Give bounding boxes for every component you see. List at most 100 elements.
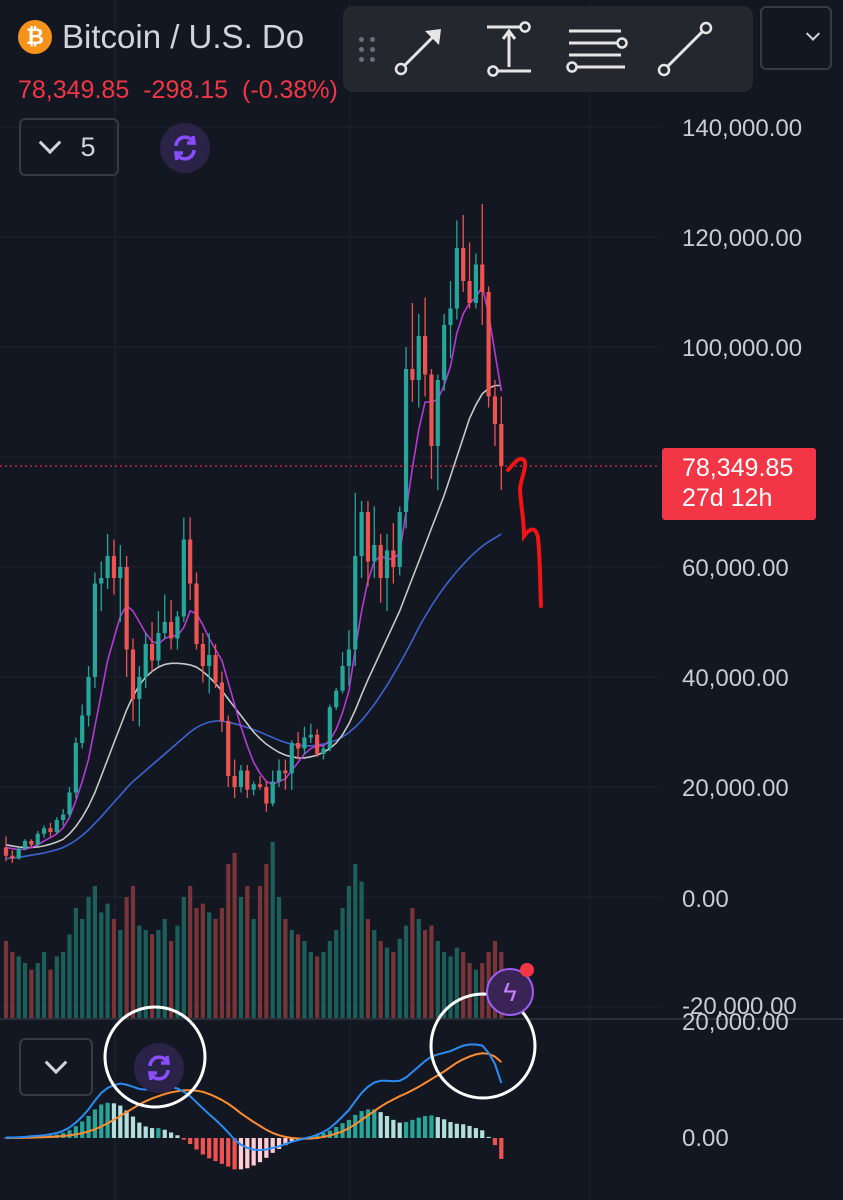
price-axis-label: 120,000.00 bbox=[682, 225, 802, 252]
macd-histogram-bar bbox=[67, 1130, 72, 1138]
candle-body bbox=[442, 325, 447, 380]
macd-histogram-bar bbox=[492, 1138, 498, 1146]
candle-body bbox=[391, 550, 396, 567]
candle-body bbox=[130, 649, 136, 699]
macd-histogram-bar bbox=[251, 1138, 256, 1166]
macd-histogram-bar bbox=[359, 1111, 364, 1138]
candle-body bbox=[296, 743, 301, 749]
candle-body bbox=[302, 737, 307, 749]
volume-bar bbox=[346, 886, 351, 1018]
macd-histogram-bar bbox=[429, 1115, 434, 1138]
volume-bar bbox=[156, 930, 161, 1018]
macd-histogram-bar bbox=[188, 1138, 193, 1145]
macd-histogram-bar bbox=[169, 1132, 174, 1138]
macd-histogram-bar bbox=[378, 1112, 383, 1138]
macd-histogram-bar bbox=[461, 1124, 466, 1138]
drag-handle-icon[interactable] bbox=[359, 36, 377, 62]
volume-bar bbox=[257, 886, 263, 1018]
macd-histogram-bar bbox=[124, 1110, 129, 1138]
macd-line bbox=[6, 1043, 503, 1152]
candle-body bbox=[327, 707, 332, 749]
candle-body bbox=[137, 677, 142, 699]
candle-body bbox=[499, 424, 504, 467]
macd-histogram-bar bbox=[365, 1109, 371, 1138]
candle-body bbox=[149, 644, 155, 661]
volume-bar bbox=[67, 934, 72, 1018]
indicator-count: 5 bbox=[80, 131, 96, 162]
macd-collapse-button[interactable] bbox=[19, 1038, 93, 1096]
volume-bar bbox=[315, 956, 320, 1018]
volume-bar bbox=[442, 952, 447, 1018]
price-summary: 78,349.85 -298.15 (-0.38%) bbox=[18, 76, 352, 105]
volume-bar bbox=[99, 912, 104, 1018]
volume-bar bbox=[73, 908, 78, 1018]
volume-bar bbox=[264, 864, 269, 1018]
drawing-toolbar[interactable] bbox=[343, 6, 753, 92]
macd-refresh-icon[interactable] bbox=[134, 1043, 184, 1093]
parallel-lines-tool-icon[interactable] bbox=[553, 14, 641, 84]
candle-body bbox=[384, 550, 390, 578]
macd-histogram-bar bbox=[245, 1138, 250, 1169]
volume-bar bbox=[461, 952, 466, 1018]
volume-bar bbox=[48, 969, 53, 1018]
volume-bar bbox=[10, 952, 15, 1018]
volume-bar bbox=[207, 912, 212, 1018]
symbol-header[interactable]: ₿ Bitcoin / U.S. Do bbox=[18, 18, 304, 56]
volume-bar bbox=[378, 941, 383, 1018]
candle-body bbox=[423, 336, 428, 375]
macd-histogram-bar bbox=[334, 1127, 339, 1138]
timeframe-dropdown[interactable] bbox=[760, 6, 832, 70]
refresh-icon[interactable] bbox=[160, 123, 210, 173]
candle-body bbox=[61, 814, 66, 820]
volume-bar bbox=[111, 919, 117, 1018]
indicators-toggle-button[interactable]: 5 bbox=[19, 118, 119, 176]
volume-bar bbox=[480, 963, 485, 1018]
candle-body bbox=[35, 833, 40, 845]
macd-histogram-bar bbox=[207, 1138, 212, 1159]
candle-body bbox=[289, 743, 294, 774]
volume-bar bbox=[454, 947, 459, 1018]
candle-body bbox=[321, 748, 326, 754]
symbol-title[interactable]: Bitcoin / U.S. Do bbox=[62, 18, 305, 55]
macd-histogram-bar bbox=[315, 1134, 320, 1138]
trend-line-tool-icon[interactable] bbox=[641, 14, 729, 84]
volume-bar bbox=[391, 952, 396, 1018]
price-axis-label: 60,000.00 bbox=[682, 555, 789, 582]
candle-body bbox=[486, 292, 491, 397]
candle-body bbox=[397, 512, 402, 567]
volume-bar bbox=[92, 886, 97, 1018]
chevron-down-icon bbox=[39, 131, 62, 155]
candle-body bbox=[67, 792, 72, 815]
volume-bar bbox=[22, 963, 28, 1018]
volume-bar bbox=[162, 919, 167, 1018]
price-range-tool-icon[interactable] bbox=[465, 14, 553, 84]
volume-bar bbox=[35, 963, 40, 1018]
volume-bar bbox=[169, 941, 174, 1018]
volume-bar bbox=[403, 925, 409, 1018]
price-axis-label: 0.00 bbox=[682, 886, 729, 913]
candle-body bbox=[403, 369, 409, 512]
volume-bar bbox=[423, 930, 428, 1018]
volume-bar bbox=[181, 897, 186, 1018]
candle-body bbox=[346, 649, 351, 666]
candle-body bbox=[340, 666, 345, 691]
macd-histogram-bar bbox=[473, 1128, 478, 1138]
chevron-down-icon bbox=[44, 1051, 68, 1075]
candle-body bbox=[162, 622, 167, 633]
volume-bar bbox=[270, 842, 275, 1018]
volume-bar bbox=[61, 952, 66, 1018]
arrow-tool-icon[interactable] bbox=[377, 14, 465, 84]
candle-body bbox=[410, 369, 415, 380]
price-axis-label: 20,000.00 bbox=[682, 775, 789, 802]
volume-bar bbox=[334, 930, 339, 1018]
candle-body bbox=[429, 374, 434, 446]
volume-bar bbox=[448, 956, 453, 1018]
candle-body bbox=[251, 784, 256, 790]
volume-bar bbox=[194, 908, 199, 1018]
candle-body bbox=[473, 264, 478, 303]
volume-bar bbox=[397, 938, 402, 1018]
candle-body bbox=[461, 248, 466, 281]
volume-bar bbox=[359, 881, 364, 1018]
volume-bar bbox=[80, 919, 85, 1018]
